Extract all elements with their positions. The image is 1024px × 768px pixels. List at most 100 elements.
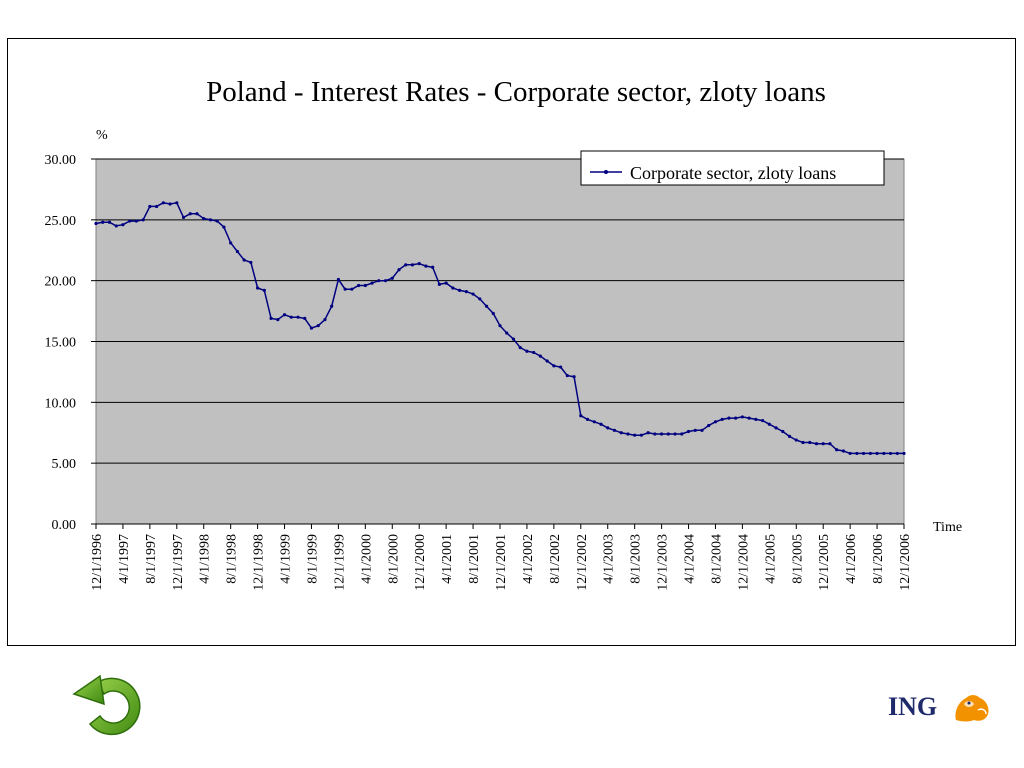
x-tick-label: 8/1/1997 — [144, 534, 159, 584]
data-point — [390, 276, 394, 280]
data-point — [686, 429, 691, 434]
chart-frame: Poland - Interest Rates - Corporate sect… — [7, 38, 1016, 646]
data-point — [559, 365, 563, 369]
data-point — [572, 375, 576, 379]
data-point — [242, 258, 246, 262]
data-point — [875, 451, 879, 456]
y-tick-label: 30.00 — [45, 153, 77, 168]
data-point — [148, 204, 152, 209]
data-point — [309, 326, 314, 330]
data-point — [895, 451, 899, 456]
x-tick-label: 8/1/2000 — [386, 534, 401, 584]
data-point — [707, 423, 711, 428]
data-point — [383, 279, 388, 283]
y-tick-label: 20.00 — [45, 275, 77, 290]
x-tick-label: 4/1/2005 — [763, 534, 778, 584]
x-tick-label: 4/1/2004 — [683, 534, 698, 584]
data-point — [256, 286, 260, 290]
x-tick-label: 12/1/2000 — [413, 534, 428, 591]
data-point — [424, 264, 428, 268]
data-point — [94, 221, 98, 226]
data-point — [660, 432, 664, 436]
data-point — [229, 241, 233, 245]
y-tick-label: 5.00 — [52, 457, 77, 472]
data-point — [727, 416, 731, 420]
data-point — [794, 438, 798, 442]
data-point — [740, 415, 745, 419]
data-point — [835, 448, 839, 452]
x-tick-label: 8/1/2006 — [871, 534, 886, 584]
data-point — [323, 318, 327, 322]
data-point — [841, 449, 846, 453]
line-chart: Poland - Interest Rates - Corporate sect… — [45, 76, 963, 591]
data-point — [525, 349, 529, 353]
data-point — [761, 418, 765, 423]
data-point — [511, 337, 516, 341]
x-tick-label: 8/1/1999 — [305, 534, 320, 584]
data-point — [700, 428, 704, 432]
x-tick-label: 12/1/2003 — [656, 534, 671, 591]
data-point — [653, 432, 657, 436]
data-point — [377, 279, 381, 283]
x-tick-label: 4/1/2006 — [844, 534, 859, 584]
data-point — [538, 354, 543, 358]
data-point — [585, 417, 590, 421]
data-point — [532, 350, 536, 355]
data-point — [612, 428, 617, 432]
x-tick-label: 12/1/2002 — [575, 534, 590, 591]
data-point — [693, 428, 697, 432]
data-point — [181, 215, 186, 219]
data-point — [134, 219, 138, 223]
data-point — [208, 218, 213, 222]
data-point — [222, 225, 226, 229]
data-point — [619, 431, 623, 435]
x-tick-label: 4/1/2002 — [521, 534, 536, 584]
data-point — [363, 283, 367, 288]
data-point — [579, 414, 583, 418]
y-tick-label: 15.00 — [45, 336, 77, 351]
data-point — [410, 263, 415, 267]
data-point — [168, 202, 172, 206]
data-point — [747, 416, 751, 420]
data-point — [417, 262, 421, 266]
x-tick-label: 8/1/2002 — [548, 534, 563, 584]
data-point — [262, 288, 266, 292]
data-point — [498, 324, 502, 328]
x-tick-label: 12/1/2004 — [736, 534, 751, 591]
x-tick-label: 4/1/1997 — [117, 534, 132, 584]
data-point — [814, 442, 819, 446]
x-tick-label: 4/1/1998 — [198, 534, 213, 584]
data-point — [592, 420, 596, 424]
data-point — [350, 287, 354, 291]
legend-entry: Corporate sector, zloty loans — [630, 163, 836, 183]
data-point — [437, 282, 441, 286]
data-point — [195, 212, 199, 216]
data-point — [868, 451, 872, 456]
lion-icon — [955, 695, 989, 722]
y-tick-label: 25.00 — [45, 214, 77, 229]
data-point — [848, 451, 852, 456]
data-point — [680, 432, 684, 436]
data-point — [114, 224, 118, 228]
data-point — [276, 318, 280, 322]
data-point — [666, 432, 670, 436]
data-point — [552, 364, 556, 368]
data-point — [215, 219, 219, 223]
back-button[interactable] — [70, 668, 154, 744]
data-point — [471, 292, 475, 296]
y-tick-labels: 30.00 25.00 20.00 15.00 10.00 5.00 0.00 — [45, 153, 77, 533]
x-tick-label: 8/1/2005 — [790, 534, 805, 584]
data-point — [787, 434, 792, 438]
x-tick-label: 8/1/2004 — [709, 534, 724, 584]
data-point — [202, 217, 206, 221]
x-tick-label: 4/1/2003 — [602, 534, 617, 584]
data-point — [518, 345, 522, 350]
data-point — [821, 442, 825, 446]
data-point — [774, 426, 778, 430]
x-tick-label: 8/1/1998 — [225, 534, 240, 584]
data-point — [431, 265, 435, 269]
data-point — [336, 277, 340, 282]
data-point — [639, 433, 644, 437]
data-point — [464, 290, 468, 294]
data-point — [606, 426, 610, 430]
